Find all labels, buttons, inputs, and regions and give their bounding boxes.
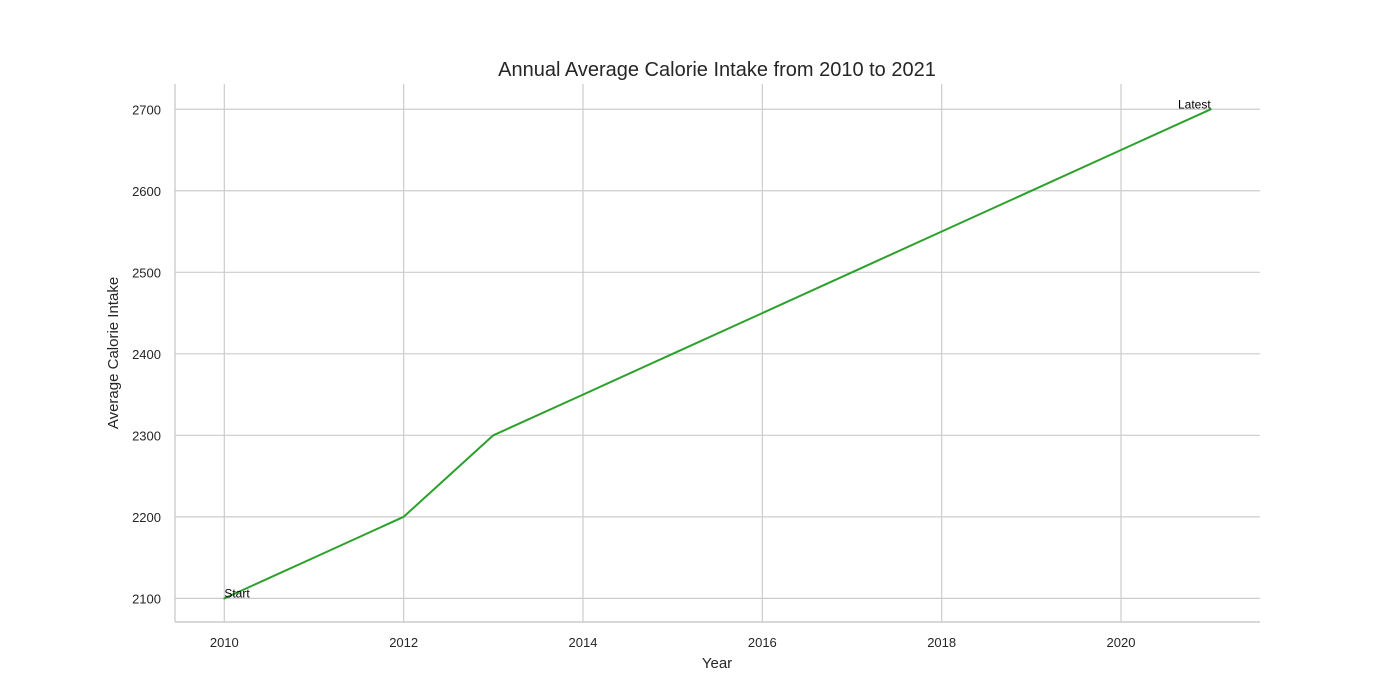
y-tick-label: 2200 [132, 510, 161, 525]
annotation-label: Start [224, 586, 250, 600]
tick-labels: 2010 2012 2014 2016 2018 2020 2100 2200 2300 2400… [132, 102, 1135, 650]
y-tick-label: 2300 [132, 428, 161, 443]
y-axis-label: Average Calorie Intake [105, 277, 122, 429]
y-tick-label: 2600 [132, 184, 161, 199]
y-tick-label: 2100 [132, 591, 161, 606]
x-tick-label: 2016 [748, 635, 777, 650]
y-tick-label: 2500 [132, 265, 161, 280]
x-axis-label: Year [702, 655, 732, 672]
y-tick-label: 2700 [132, 102, 161, 117]
annotations: Start Latest [224, 97, 1211, 600]
grid [175, 84, 1260, 622]
x-tick-label: 2014 [569, 635, 598, 650]
x-tick-label: 2020 [1107, 635, 1136, 650]
annotation-label: Latest [1178, 97, 1211, 111]
series-layer [223, 108, 1212, 600]
y-tick-label: 2400 [132, 347, 161, 362]
x-tick-label: 2010 [210, 635, 239, 650]
series-line [223, 108, 1212, 600]
x-tick-label: 2012 [389, 635, 418, 650]
axes-spines [174, 84, 1260, 623]
chart-title: Annual Average Calorie Intake from 2010 … [498, 59, 936, 81]
x-tick-label: 2018 [927, 635, 956, 650]
